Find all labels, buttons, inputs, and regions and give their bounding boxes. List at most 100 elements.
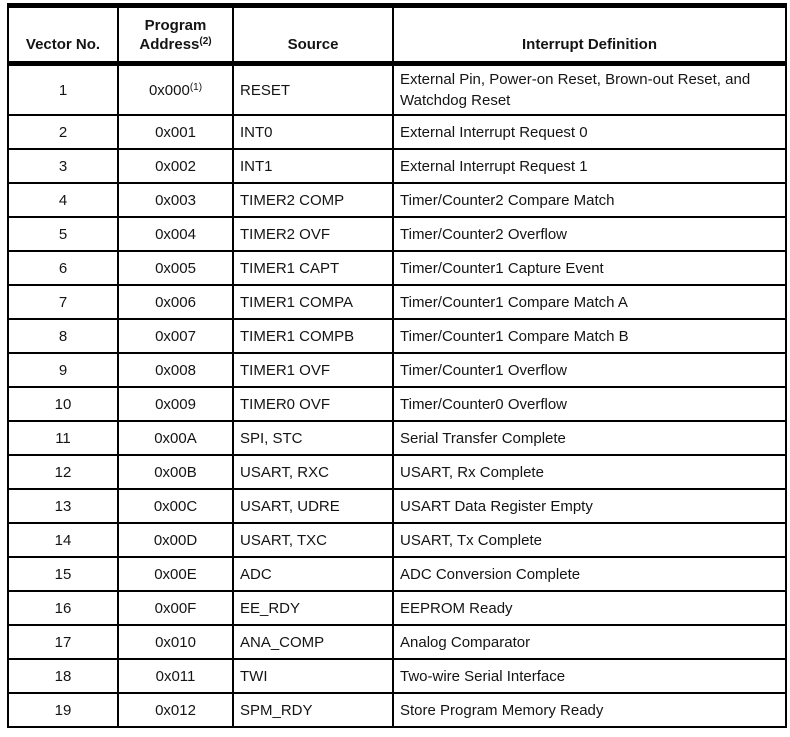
cell-program-address: 0x000(1) — [117, 62, 234, 116]
col-header-source: Source — [232, 3, 394, 66]
table-row: 16 0x00F EE_RDY EEPROM Ready — [7, 590, 787, 626]
cell-interrupt-definition: USART Data Register Empty — [392, 488, 787, 524]
col-header-program-address-line1: Program — [144, 17, 207, 34]
cell-vector-no: 8 — [7, 318, 119, 354]
cell-interrupt-definition: USART, Rx Complete — [392, 454, 787, 490]
table-body: 1 0x000(1) RESET External Pin, Power-on Res… — [7, 62, 787, 728]
cell-program-address: 0x00D — [117, 522, 234, 558]
cell-source: INT0 — [232, 114, 394, 150]
table-row: 7 0x006 TIMER1 COMPA Timer/Counter1 Compare… — [7, 284, 787, 320]
table-row: 4 0x003 TIMER2 COMP Timer/Counter2 Compare … — [7, 182, 787, 218]
cell-interrupt-definition: Timer/Counter2 Compare Match — [392, 182, 787, 218]
cell-source: USART, TXC — [232, 522, 394, 558]
cell-interrupt-definition: Serial Transfer Complete — [392, 420, 787, 456]
cell-program-address: 0x00B — [117, 454, 234, 490]
cell-vector-no: 11 — [7, 420, 119, 456]
table-row: 9 0x008 TIMER1 OVF Timer/Counter1 Overflow — [7, 352, 787, 388]
cell-source: TIMER1 CAPT — [232, 250, 394, 286]
table-row: 10 0x009 TIMER0 OVF Timer/Counter0 Overflow — [7, 386, 787, 422]
cell-interrupt-definition: External Pin, Power-on Reset, Brown-out … — [392, 62, 787, 116]
cell-source: USART, UDRE — [232, 488, 394, 524]
cell-vector-no: 17 — [7, 624, 119, 660]
footnote-ref-2: (2) — [199, 36, 212, 47]
cell-vector-no: 12 — [7, 454, 119, 490]
table-row: 19 0x012 SPM_RDY Store Program Memory Ready — [7, 692, 787, 728]
col-header-interrupt-definition-label: Interrupt Definition — [522, 36, 657, 53]
cell-source: TIMER1 OVF — [232, 352, 394, 388]
footnote-ref-1: (1) — [189, 81, 203, 93]
table-row: 13 0x00C USART, UDRE USART Data Register Em… — [7, 488, 787, 524]
cell-interrupt-definition: ADC Conversion Complete — [392, 556, 787, 592]
cell-interrupt-definition: External Interrupt Request 0 — [392, 114, 787, 150]
cell-program-address: 0x012 — [117, 692, 234, 728]
cell-vector-no: 6 — [7, 250, 119, 286]
cell-interrupt-definition: Timer/Counter1 Compare Match A — [392, 284, 787, 320]
cell-source: TIMER2 COMP — [232, 182, 394, 218]
cell-interrupt-definition: Analog Comparator — [392, 624, 787, 660]
table-row: 2 0x001 INT0 External Interrupt Request 0 — [7, 114, 787, 150]
cell-vector-no: 18 — [7, 658, 119, 694]
cell-program-address: 0x011 — [117, 658, 234, 694]
cell-vector-no: 7 — [7, 284, 119, 320]
cell-interrupt-definition: Timer/Counter1 Overflow — [392, 352, 787, 388]
cell-vector-no: 19 — [7, 692, 119, 728]
table-row: 15 0x00E ADC ADC Conversion Complete — [7, 556, 787, 592]
cell-vector-no: 16 — [7, 590, 119, 626]
cell-program-address: 0x010 — [117, 624, 234, 660]
cell-vector-no: 15 — [7, 556, 119, 592]
table-row: 18 0x011 TWI Two-wire Serial Interface — [7, 658, 787, 694]
col-header-interrupt-definition: Interrupt Definition — [392, 3, 787, 66]
col-header-vector-no-label: Vector No. — [25, 36, 101, 53]
cell-interrupt-definition: Timer/Counter1 Compare Match B — [392, 318, 787, 354]
cell-source: TIMER1 COMPA — [232, 284, 394, 320]
cell-vector-no: 14 — [7, 522, 119, 558]
cell-vector-no: 3 — [7, 148, 119, 184]
cell-program-address: 0x008 — [117, 352, 234, 388]
cell-source: TIMER1 COMPB — [232, 318, 394, 354]
table-row: 1 0x000(1) RESET External Pin, Power-on Res… — [7, 62, 787, 116]
cell-source: TWI — [232, 658, 394, 694]
table-row: 6 0x005 TIMER1 CAPT Timer/Counter1 Capture … — [7, 250, 787, 286]
cell-interrupt-definition: Two-wire Serial Interface — [392, 658, 787, 694]
table-row: 12 0x00B USART, RXC USART, Rx Complete — [7, 454, 787, 490]
cell-interrupt-definition: Store Program Memory Ready — [392, 692, 787, 728]
cell-interrupt-definition: Timer/Counter2 Overflow — [392, 216, 787, 252]
cell-source: INT1 — [232, 148, 394, 184]
cell-source: TIMER0 OVF — [232, 386, 394, 422]
cell-program-address: 0x00F — [117, 590, 234, 626]
cell-interrupt-definition: External Interrupt Request 1 — [392, 148, 787, 184]
cell-interrupt-definition: EEPROM Ready — [392, 590, 787, 626]
col-header-program-address-line2: Address — [139, 36, 200, 53]
cell-program-address: 0x002 — [117, 148, 234, 184]
cell-vector-no: 4 — [7, 182, 119, 218]
interrupt-vector-table: Vector No. Program Address(2) Source Int… — [7, 3, 787, 728]
cell-source: USART, RXC — [232, 454, 394, 490]
cell-interrupt-definition: Timer/Counter0 Overflow — [392, 386, 787, 422]
cell-vector-no: 9 — [7, 352, 119, 388]
cell-program-address: 0x00A — [117, 420, 234, 456]
table-row: 3 0x002 INT1 External Interrupt Request 1 — [7, 148, 787, 184]
cell-source: SPI, STC — [232, 420, 394, 456]
cell-vector-no: 13 — [7, 488, 119, 524]
cell-source: SPM_RDY — [232, 692, 394, 728]
cell-program-address: 0x003 — [117, 182, 234, 218]
table-row: 17 0x010 ANA_COMP Analog Comparator — [7, 624, 787, 660]
cell-source: ADC — [232, 556, 394, 592]
cell-program-address: 0x00C — [117, 488, 234, 524]
cell-interrupt-definition: Timer/Counter1 Capture Event — [392, 250, 787, 286]
table-row: 11 0x00A SPI, STC Serial Transfer Complete — [7, 420, 787, 456]
col-header-vector-no: Vector No. — [7, 3, 119, 66]
col-header-program-address: Program Address(2) — [117, 3, 234, 66]
cell-source: TIMER2 OVF — [232, 216, 394, 252]
cell-program-address: 0x005 — [117, 250, 234, 286]
cell-interrupt-definition: USART, Tx Complete — [392, 522, 787, 558]
cell-vector-no: 2 — [7, 114, 119, 150]
cell-vector-no: 1 — [7, 62, 119, 116]
col-header-source-label: Source — [287, 36, 339, 53]
table-header-row: Vector No. Program Address(2) Source Int… — [7, 3, 787, 66]
table-row: 8 0x007 TIMER1 COMPB Timer/Counter1 Compare… — [7, 318, 787, 354]
cell-source: EE_RDY — [232, 590, 394, 626]
cell-program-address: 0x009 — [117, 386, 234, 422]
cell-source: RESET — [232, 62, 394, 116]
